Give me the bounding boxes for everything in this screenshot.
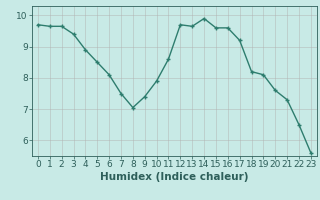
X-axis label: Humidex (Indice chaleur): Humidex (Indice chaleur) [100, 172, 249, 182]
